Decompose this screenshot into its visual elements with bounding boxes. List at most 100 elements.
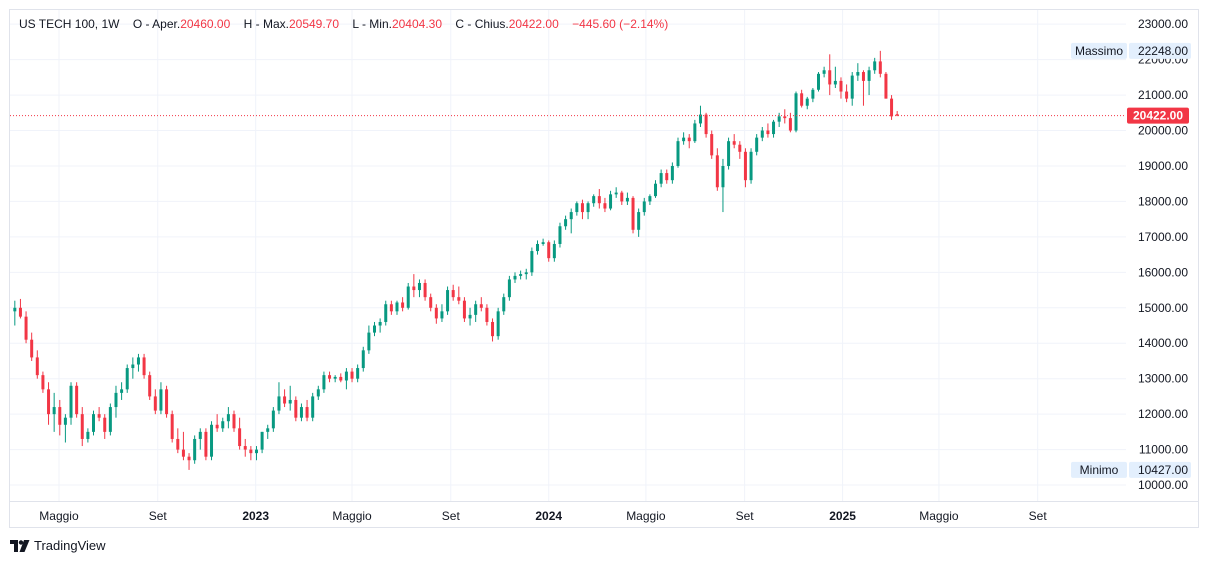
candle-body bbox=[238, 428, 242, 447]
candle-body bbox=[648, 196, 652, 202]
candle-body bbox=[682, 137, 686, 142]
candle-body bbox=[384, 304, 388, 322]
candle-body bbox=[412, 286, 416, 291]
candle-body bbox=[474, 304, 478, 315]
candle-body bbox=[148, 375, 152, 397]
min-marker-label: Minimo bbox=[1080, 463, 1119, 477]
candle-body bbox=[541, 242, 545, 244]
brand-name: TradingView bbox=[34, 538, 106, 553]
y-tick-label: 10000.00 bbox=[1138, 478, 1188, 492]
candle-body bbox=[277, 396, 281, 411]
tradingview-brand[interactable]: TradingView bbox=[10, 538, 106, 553]
candle-body bbox=[41, 375, 45, 390]
y-tick-label: 19000.00 bbox=[1138, 159, 1188, 173]
candle-body bbox=[395, 302, 399, 312]
candle-body bbox=[687, 137, 691, 142]
candle-body bbox=[749, 151, 753, 181]
candle-body bbox=[788, 118, 792, 131]
candle-body bbox=[204, 431, 208, 457]
max-marker-label-bg bbox=[1071, 42, 1127, 59]
y-tick-label: 12000.00 bbox=[1138, 407, 1188, 421]
y-tick-label: 18000.00 bbox=[1138, 194, 1188, 208]
candle-body bbox=[35, 357, 39, 376]
candle-body bbox=[569, 212, 573, 220]
candle-body bbox=[856, 72, 860, 76]
x-tick-label: Maggio bbox=[39, 509, 79, 523]
candle-body bbox=[333, 376, 337, 379]
candle-body bbox=[47, 389, 51, 415]
y-tick-label: 14000.00 bbox=[1138, 336, 1188, 350]
current-price-label: 20422.00 bbox=[1133, 109, 1183, 123]
x-tick-label: Maggio bbox=[626, 509, 666, 523]
candle-body bbox=[592, 196, 596, 204]
candle-body bbox=[311, 396, 315, 418]
candle-body bbox=[676, 141, 680, 166]
candle-body bbox=[373, 325, 377, 333]
candle-body bbox=[344, 371, 348, 381]
candle-body bbox=[659, 173, 663, 184]
candle-body bbox=[86, 431, 90, 439]
x-tick-label: Set bbox=[149, 509, 168, 523]
legend-open-value: 20460.00 bbox=[180, 17, 231, 31]
candle-body bbox=[165, 389, 169, 415]
max-marker-value: 22248.00 bbox=[1138, 44, 1188, 58]
current-price-tag bbox=[1127, 107, 1189, 124]
candle-body bbox=[805, 98, 809, 106]
candle-body bbox=[564, 219, 568, 227]
legend-high-label: H - Max. bbox=[243, 17, 289, 31]
candle-body bbox=[266, 428, 270, 432]
candle-body bbox=[794, 93, 798, 131]
candle-body bbox=[254, 449, 258, 454]
ohlc-legend: US TECH 100, 1W O - Aper.20460.00 H - Ma… bbox=[19, 17, 668, 31]
candle-body bbox=[822, 70, 826, 74]
candle-body bbox=[125, 368, 129, 390]
candlestick-chart[interactable]: 10000.00 11000.00 12000.00 13000.00 14000.00… bbox=[10, 10, 1198, 527]
candle-body bbox=[193, 438, 197, 461]
candle-body bbox=[502, 297, 506, 312]
y-tick-label: 23000.00 bbox=[1138, 17, 1188, 31]
candle-body bbox=[485, 307, 489, 322]
candle-body bbox=[356, 368, 360, 379]
candle-body bbox=[198, 431, 202, 439]
candle-body bbox=[524, 272, 528, 275]
candle-body bbox=[13, 307, 17, 312]
candle-body bbox=[873, 61, 877, 71]
candle-body bbox=[210, 424, 214, 457]
candle-body bbox=[530, 251, 534, 273]
candle-body bbox=[755, 137, 759, 152]
candle-body bbox=[170, 414, 174, 439]
tradingview-logo-icon bbox=[10, 539, 30, 552]
candle-body bbox=[429, 297, 433, 308]
candle-body bbox=[597, 196, 601, 204]
candle-body bbox=[833, 80, 837, 85]
candle-body bbox=[496, 311, 500, 337]
candle-body bbox=[249, 449, 253, 454]
candle-body bbox=[260, 431, 264, 450]
candle-body bbox=[462, 300, 466, 319]
candle-body bbox=[772, 121, 776, 135]
candle-body bbox=[721, 165, 725, 188]
candle-body bbox=[535, 243, 539, 252]
y-tick-label: 15000.00 bbox=[1138, 301, 1188, 315]
candle-body bbox=[603, 203, 607, 209]
candle-body bbox=[715, 155, 719, 188]
candle-body bbox=[890, 98, 894, 117]
candle-body bbox=[91, 414, 95, 432]
candle-body bbox=[417, 282, 421, 291]
candle-body bbox=[614, 192, 618, 195]
candle-body bbox=[468, 314, 472, 319]
y-tick-label: 21000.00 bbox=[1138, 88, 1188, 102]
y-tick-label: 11000.00 bbox=[1139, 443, 1188, 457]
legend-change: −445.60 (−2.14%) bbox=[572, 17, 669, 31]
candle-body bbox=[378, 321, 382, 326]
candle-body bbox=[491, 321, 495, 337]
candle-body bbox=[114, 392, 118, 408]
candle-body bbox=[743, 151, 747, 181]
chart-frame[interactable]: 10000.00 11000.00 12000.00 13000.00 14000.00… bbox=[9, 9, 1199, 528]
candle-body bbox=[187, 456, 191, 461]
candle-body bbox=[895, 114, 899, 116]
candle-body bbox=[738, 144, 742, 152]
candle-body bbox=[479, 304, 483, 308]
x-tick-label: 2023 bbox=[242, 509, 269, 523]
candle-body bbox=[609, 194, 613, 209]
